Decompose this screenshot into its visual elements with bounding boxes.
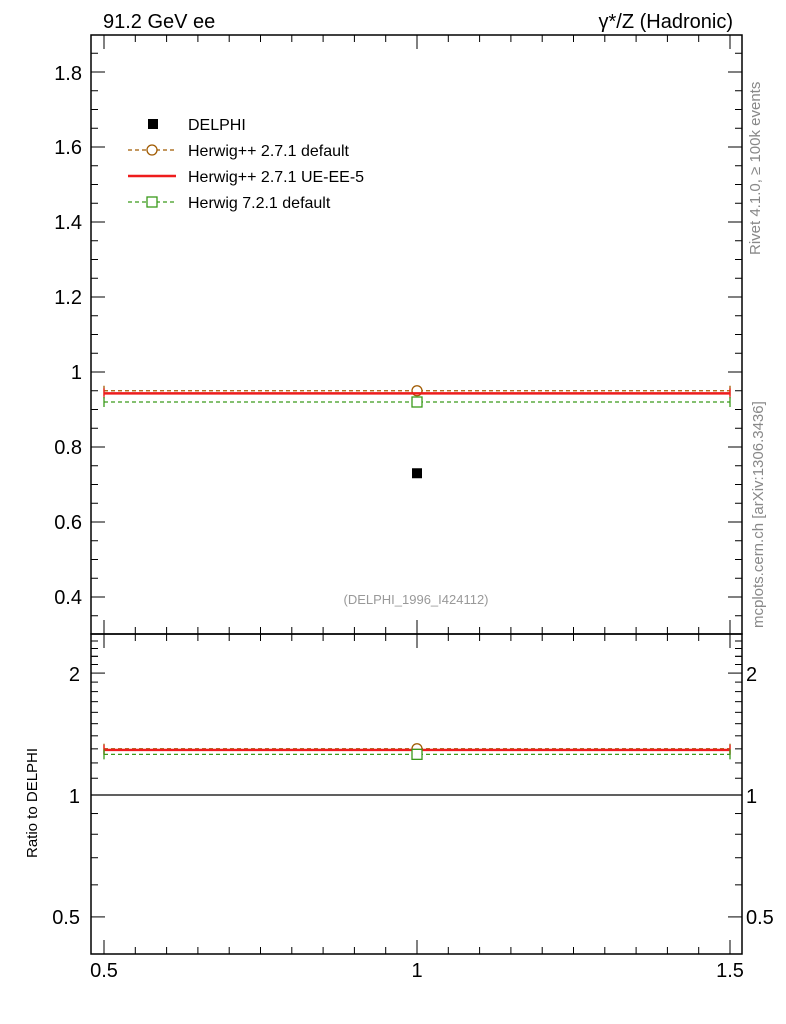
rivet-version-label: Rivet 4.1.0, ≥ 100k events <box>747 82 764 255</box>
main-y-tick-label: 0.8 <box>54 437 82 459</box>
main-y-tick-label: 0.6 <box>54 512 82 534</box>
legend-label: DELPHI <box>188 117 246 134</box>
legend-entry-herwigpp-default: Herwig++ 2.7.1 default <box>128 143 350 160</box>
legend-marker-open-circle <box>146 144 158 156</box>
main-y-tick-label: 0.4 <box>54 587 82 609</box>
mcplots-label: mcplots.cern.ch [arXiv:1306.3436] <box>750 401 767 628</box>
legend-label: Herwig++ 2.7.1 default <box>188 143 350 160</box>
ratio-y-tick-label-right: 2 <box>746 664 757 686</box>
ratio-series <box>91 743 742 796</box>
main-y-tick-label: 1.2 <box>54 287 82 309</box>
x-axis <box>103 35 731 954</box>
ratio-y-tick-label-right: 1 <box>746 786 757 808</box>
ratio-y-axis-label: Ratio to DELPHI <box>24 748 41 858</box>
legend-label: Herwig 7.2.1 default <box>188 195 331 212</box>
x-tick-label: 1 <box>411 960 422 982</box>
main-y-tick-label: 1.4 <box>54 212 82 234</box>
legend-entry-delphi: DELPHI <box>148 117 246 134</box>
legend-entry-herwig7-default: Herwig 7.2.1 default <box>128 195 331 212</box>
ratio-y-tick-label-right: 0.5 <box>746 907 774 929</box>
energy-label: 91.2 GeV ee <box>103 11 215 33</box>
data-point-open-square <box>411 396 423 408</box>
ratio-y-tick-label: 2 <box>69 664 80 686</box>
data-point-delphi <box>412 468 422 479</box>
ratio-y-tick-label: 1 <box>69 786 80 808</box>
legend-marker-open-square <box>146 196 158 208</box>
x-tick-label: 0.5 <box>90 960 118 982</box>
legend-marker-filled-square <box>148 119 158 129</box>
main-series <box>103 385 731 479</box>
legend: DELPHI Herwig++ 2.7.1 default Herwig++ 2… <box>128 117 364 212</box>
ratio-panel-frame <box>90 633 743 955</box>
main-y-tick-label: 1 <box>71 362 82 384</box>
x-tick-label: 1.5 <box>716 960 744 982</box>
main-y-tick-label: 1.6 <box>54 137 82 159</box>
analysis-id-label: (DELPHI_1996_I424112) <box>343 592 488 607</box>
legend-label: Herwig++ 2.7.1 UE-EE-5 <box>188 169 364 186</box>
legend-entry-herwigpp-ueee5: Herwig++ 2.7.1 UE-EE-5 <box>128 169 364 186</box>
ratio-point-open-square <box>411 748 423 760</box>
ratio-y-axis <box>91 640 742 918</box>
main-y-axis <box>91 52 742 617</box>
main-y-tick-label: 1.8 <box>54 63 82 85</box>
ratio-y-tick-label: 0.5 <box>52 907 80 929</box>
process-label: γ*/Z (Hadronic) <box>599 11 733 33</box>
